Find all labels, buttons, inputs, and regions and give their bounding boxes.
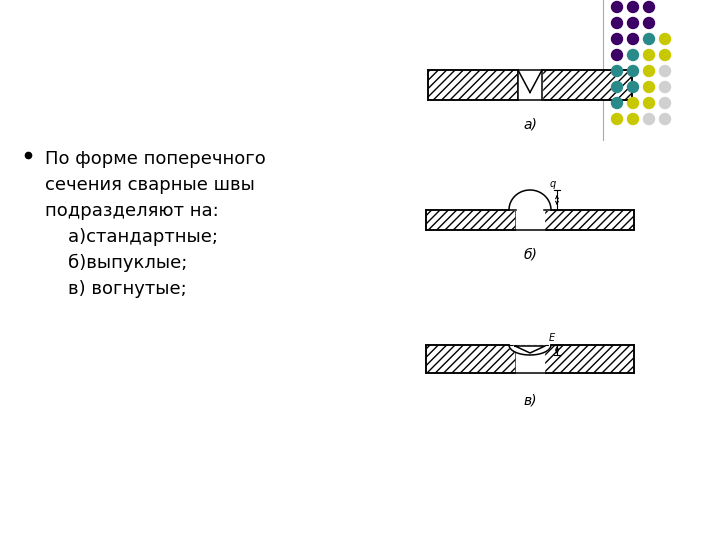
Bar (426, 345, 516, 373)
Bar (542, 70, 632, 100)
Circle shape (644, 33, 654, 44)
Text: в) вогнутые;: в) вогнутые; (45, 280, 186, 298)
Circle shape (611, 65, 623, 77)
Text: сечения сварные швы: сечения сварные швы (45, 176, 255, 194)
Circle shape (611, 33, 623, 44)
Circle shape (628, 98, 639, 109)
Circle shape (611, 98, 623, 109)
Circle shape (644, 65, 654, 77)
Circle shape (628, 82, 639, 92)
Polygon shape (515, 346, 545, 353)
Text: E: E (549, 333, 555, 343)
Text: По форме поперечного: По форме поперечного (45, 150, 266, 168)
Bar (544, 345, 634, 373)
Circle shape (644, 2, 654, 12)
Circle shape (628, 17, 639, 29)
Circle shape (628, 2, 639, 12)
Polygon shape (518, 70, 542, 100)
Circle shape (660, 98, 670, 109)
Circle shape (644, 113, 654, 125)
Circle shape (660, 33, 670, 44)
Circle shape (628, 50, 639, 60)
Circle shape (644, 17, 654, 29)
Circle shape (660, 65, 670, 77)
Circle shape (611, 113, 623, 125)
Circle shape (644, 82, 654, 92)
Polygon shape (516, 345, 544, 373)
Text: б)выпуклые;: б)выпуклые; (45, 254, 187, 272)
Bar (544, 210, 634, 230)
Circle shape (628, 65, 639, 77)
Circle shape (611, 17, 623, 29)
Circle shape (660, 50, 670, 60)
Circle shape (611, 2, 623, 12)
Bar (428, 70, 518, 100)
Circle shape (611, 50, 623, 60)
Text: подразделяют на:: подразделяют на: (45, 202, 219, 220)
Text: а)стандартные;: а)стандартные; (45, 228, 218, 246)
Circle shape (628, 33, 639, 44)
Circle shape (644, 98, 654, 109)
Circle shape (660, 113, 670, 125)
Circle shape (644, 50, 654, 60)
Text: а): а) (523, 118, 537, 132)
Text: б): б) (523, 248, 537, 262)
Text: q: q (550, 179, 557, 189)
Circle shape (628, 113, 639, 125)
Polygon shape (509, 190, 551, 210)
Circle shape (660, 82, 670, 92)
Circle shape (611, 82, 623, 92)
Polygon shape (518, 70, 542, 92)
Polygon shape (509, 345, 551, 355)
Polygon shape (516, 210, 544, 230)
Text: в): в) (523, 393, 536, 407)
Bar (426, 210, 516, 230)
